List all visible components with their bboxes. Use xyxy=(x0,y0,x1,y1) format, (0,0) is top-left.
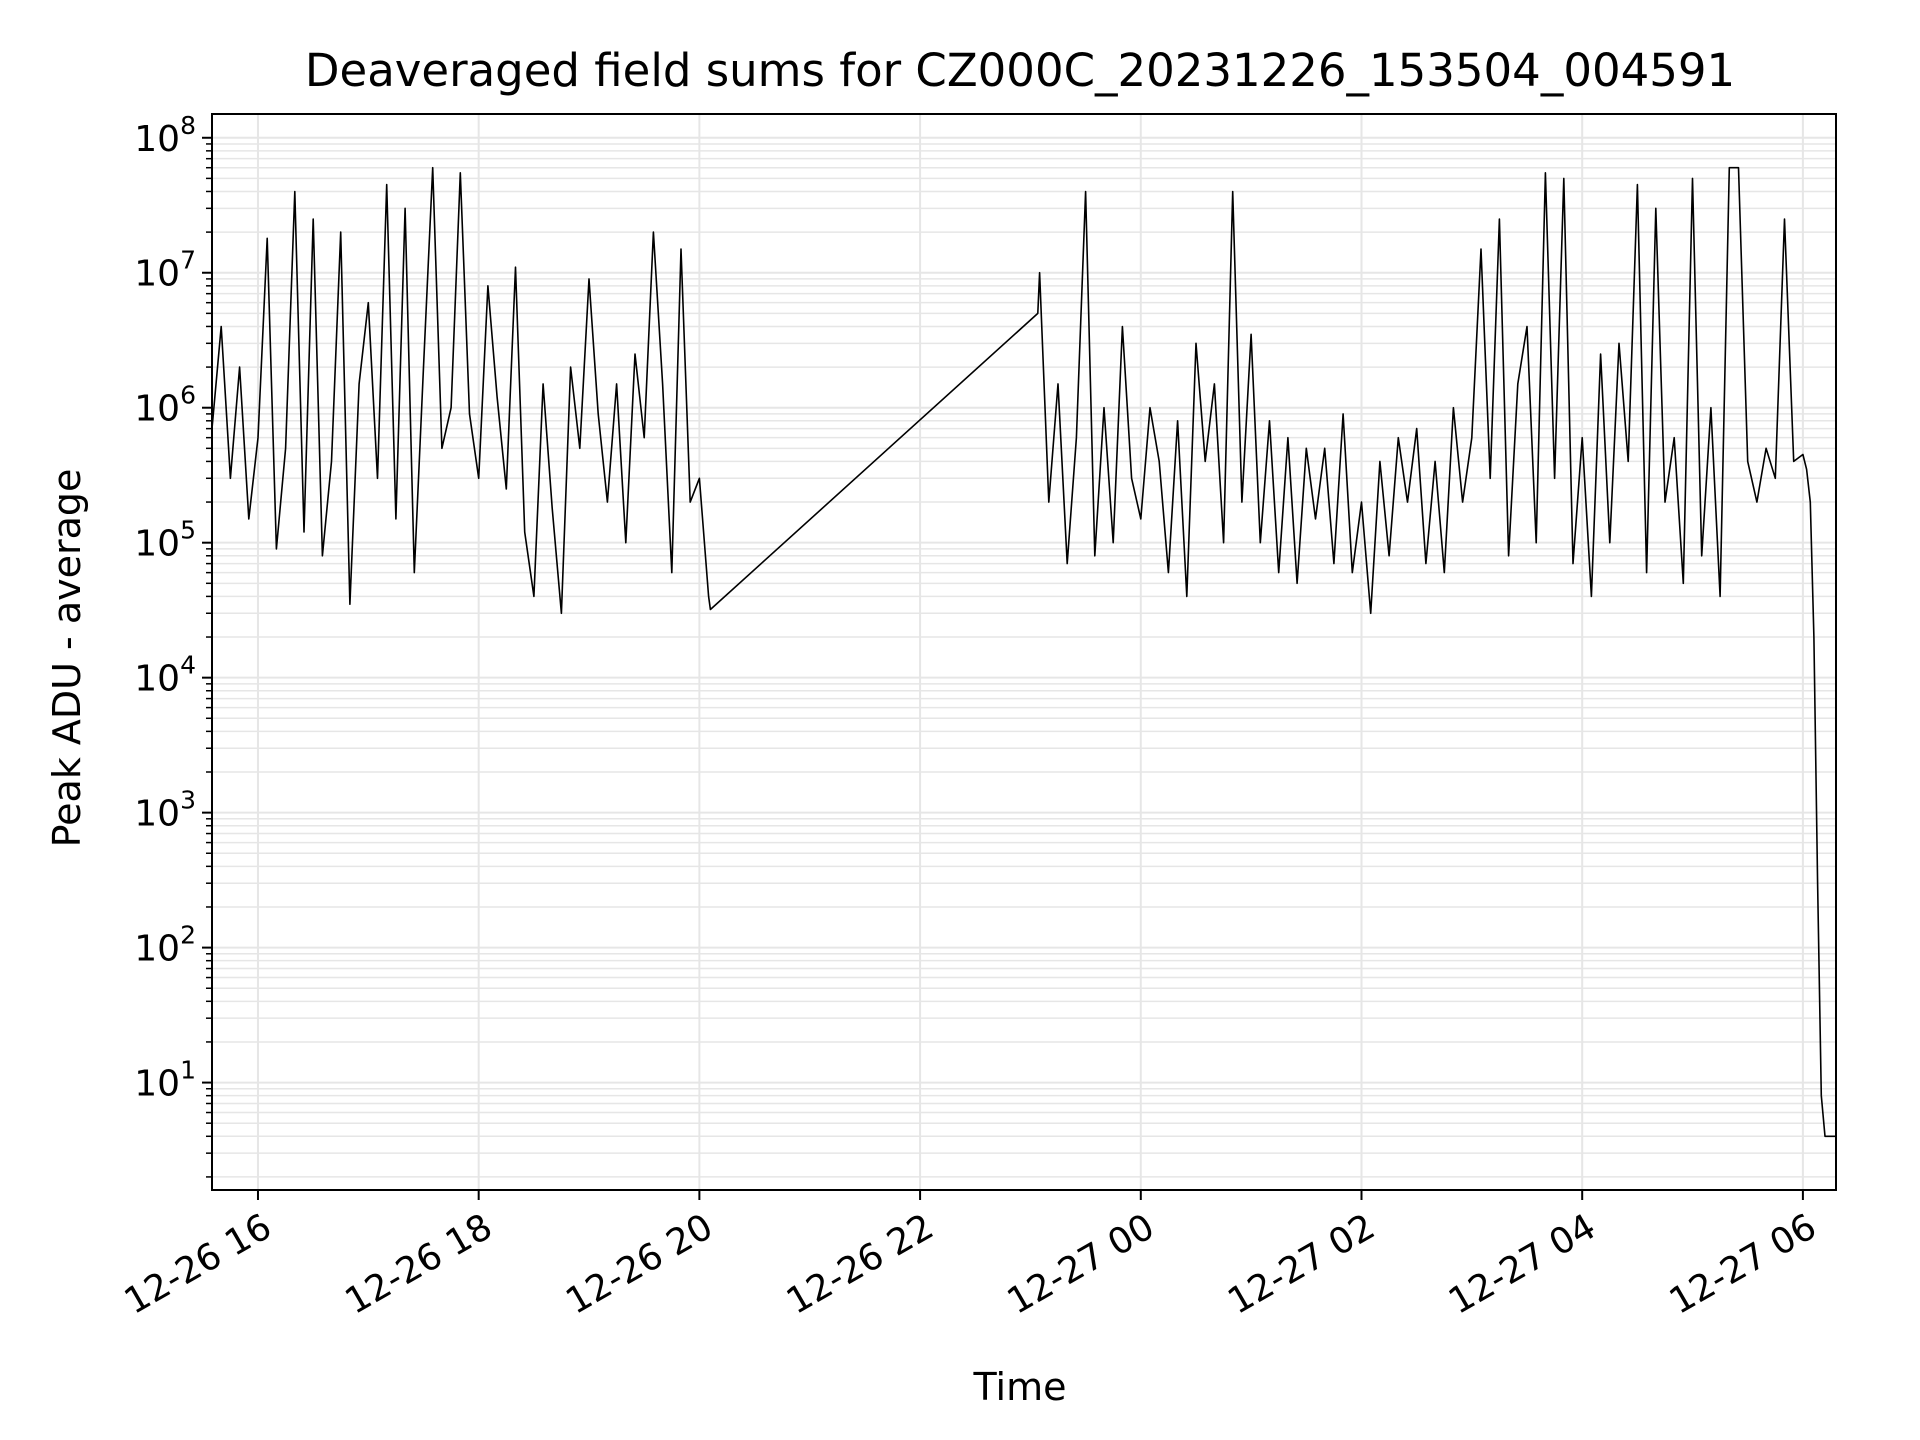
y-tick-label: 102 xyxy=(134,921,196,970)
chart-title: Deaveraged field sums for CZ000C_2023122… xyxy=(305,44,1735,97)
y-tick-label: 101 xyxy=(134,1056,196,1105)
y-tick-label: 107 xyxy=(134,246,196,295)
y-tick-label: 106 xyxy=(134,381,196,430)
series-line xyxy=(211,166,1836,1138)
y-tick-label: 108 xyxy=(134,111,196,160)
y-axis-label: Peak ADU - average xyxy=(45,469,89,848)
y-tick-label: 104 xyxy=(134,651,196,700)
grid xyxy=(212,114,1836,1190)
series-group xyxy=(211,166,1836,1138)
y-tick-label: 103 xyxy=(134,786,196,835)
y-tick-label: 105 xyxy=(134,516,196,565)
plot-area-frame xyxy=(211,113,1837,1191)
y-axis-ticks: 101 102 103 104 105 106 107 108 xyxy=(134,111,212,1178)
x-axis-label: Time xyxy=(973,1365,1067,1409)
